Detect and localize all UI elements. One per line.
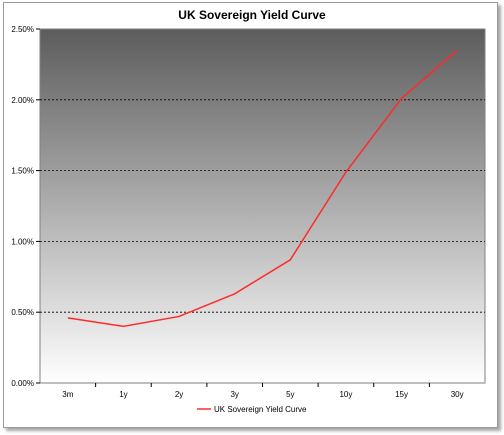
chart-title: UK Sovereign Yield Curve <box>178 8 326 22</box>
y-tick-label: 1.00% <box>11 237 34 246</box>
x-tick-label: 5y <box>286 390 294 399</box>
y-tick-label: 0.00% <box>11 379 34 388</box>
plot-area <box>39 28 486 384</box>
x-tick-label: 2y <box>175 390 183 399</box>
y-tick-label: 1.50% <box>11 167 34 176</box>
x-tick-label: 1y <box>119 390 127 399</box>
x-tick-label: 3y <box>230 390 238 399</box>
x-tick-label: 30y <box>451 390 464 399</box>
x-tick-label: 10y <box>339 390 352 399</box>
x-axis-ticks: 3m 1y 2y 3y 5y 10y 15y 30y <box>62 383 464 399</box>
y-tick-label: 2.00% <box>11 96 34 105</box>
y-tick-label: 2.50% <box>11 25 34 34</box>
y-tick-label: 0.50% <box>11 308 34 317</box>
x-tick-label: 3m <box>62 390 73 399</box>
y-axis-ticks: 0.00% 0.50% 1.00% 1.50% 2.00% 2.50% <box>11 25 40 388</box>
legend-label: UK Sovereign Yield Curve <box>214 405 307 414</box>
series-layer <box>67 49 458 328</box>
series-line <box>67 49 458 328</box>
x-tick-label: 15y <box>395 390 408 399</box>
legend: UK Sovereign Yield Curve <box>197 405 307 414</box>
